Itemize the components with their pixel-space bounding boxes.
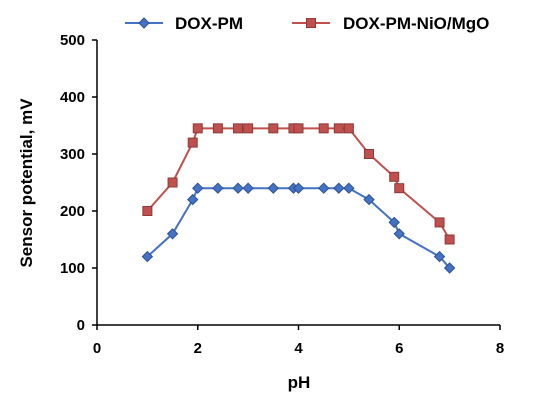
point-dox-pm-14	[388, 216, 400, 229]
y-tick-label-1: 100	[60, 260, 85, 277]
x-tick-label-3: 6	[395, 340, 403, 357]
point-dox-pm-3	[192, 182, 204, 194]
point-dox-pm-nio-mgo-7	[268, 123, 279, 134]
x-tick-label-0: 0	[93, 340, 101, 357]
point-dox-pm-15	[393, 228, 405, 240]
point-dox-pm-0	[141, 250, 154, 263]
point-dox-pm-6	[242, 182, 254, 194]
point-dox-pm-nio-mgo-0	[142, 206, 153, 216]
point-dox-pm-13	[363, 193, 375, 206]
ticks: 0 2 4 6 8 0 100 200 300 400 500	[60, 32, 504, 357]
point-dox-pm-10	[317, 182, 330, 194]
point-dox-pm-16	[433, 250, 446, 263]
point-dox-pm-1	[166, 228, 179, 240]
point-dox-pm-2	[187, 193, 199, 206]
y-tick-label-5: 500	[60, 32, 85, 49]
point-dox-pm-nio-mgo-14	[389, 171, 400, 182]
y-tick-label-4: 400	[60, 89, 85, 106]
y-axis-title: Sensor potential, mV	[17, 98, 36, 268]
y-tick-label-3: 300	[60, 146, 85, 163]
point-dox-pm-nio-mgo-15	[394, 183, 405, 194]
point-dox-pm-nio-mgo-4	[212, 123, 223, 134]
series-dox-pm-nio-mgo	[142, 123, 455, 245]
point-dox-pm-nio-mgo-2	[187, 137, 198, 148]
x-axis-title: pH	[288, 373, 311, 392]
legend-label-dox-pm: DOX-PM	[175, 14, 243, 33]
point-dox-pm-nio-mgo-11	[333, 123, 344, 134]
x-tick-label-4: 8	[496, 340, 504, 357]
point-dox-pm-nio-mgo-17	[444, 234, 455, 245]
point-dox-pm-nio-mgo-9	[293, 123, 304, 134]
point-dox-pm-nio-mgo-10	[318, 123, 329, 134]
point-dox-pm-4	[212, 182, 224, 194]
legend-marker-dox-pm	[138, 17, 150, 29]
legend: DOX-PM DOX-PM-NiO/MgO	[125, 14, 489, 33]
point-dox-pm-12	[343, 182, 355, 194]
legend-label-dox-pm-nio-mgo: DOX-PM-NiO/MgO	[343, 14, 489, 33]
point-dox-pm-nio-mgo-6	[243, 123, 254, 134]
x-tick-label-2: 4	[294, 340, 303, 357]
point-dox-pm-nio-mgo-13	[364, 149, 375, 159]
point-dox-pm-nio-mgo-12	[343, 123, 354, 134]
x-tick-label-1: 2	[194, 340, 202, 357]
point-dox-pm-nio-mgo-16	[434, 217, 445, 228]
y-tick-label-2: 200	[60, 203, 85, 220]
y-tick-label-0: 0	[77, 317, 85, 334]
point-dox-pm-7	[267, 182, 280, 194]
point-dox-pm-nio-mgo-1	[167, 177, 178, 188]
point-dox-pm-9	[292, 182, 305, 194]
point-dox-pm-5	[232, 182, 244, 194]
series-dox-pm	[141, 182, 456, 274]
point-dox-pm-17	[443, 262, 456, 274]
legend-marker-dox-pm-nio-mgo	[306, 18, 316, 28]
series-layer	[141, 123, 456, 274]
point-dox-pm-nio-mgo-5	[233, 123, 244, 134]
point-dox-pm-11	[333, 182, 345, 194]
point-dox-pm-nio-mgo-3	[192, 123, 203, 134]
